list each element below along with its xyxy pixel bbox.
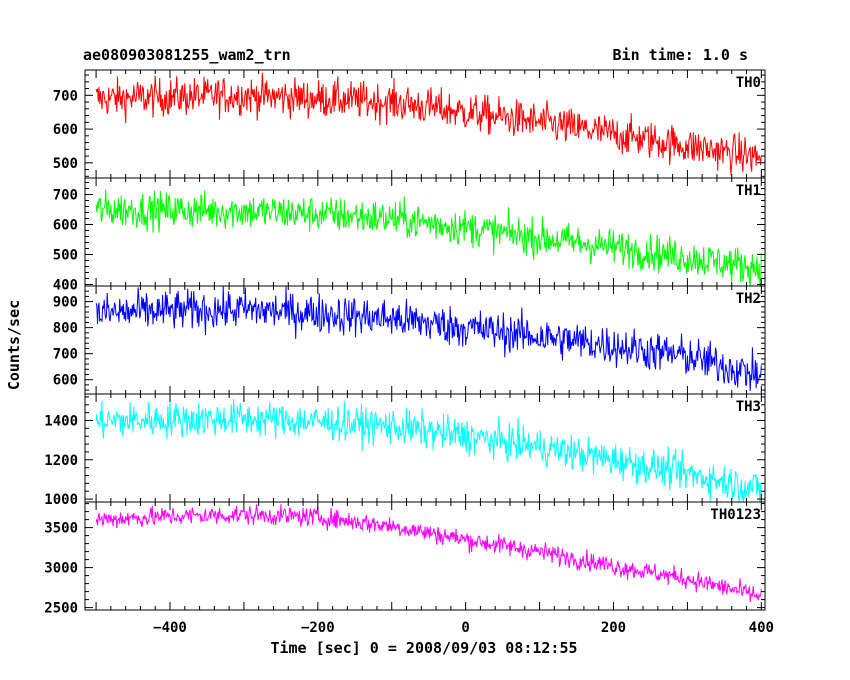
y-tick-label: 900	[53, 295, 78, 311]
y-tick-label: 500	[53, 248, 78, 264]
panels-group: 500 600 700 TH0 400 500 600 700 TH1 600 700 800 900 T…	[44, 69, 766, 617]
y-tick-label: 1000	[44, 492, 78, 508]
x-axis-label: Time [sec] 0 = 2008/09/03 08:12:55	[270, 639, 577, 657]
bin-time-label: Bin time: 1.0 s	[613, 46, 748, 64]
y-tick-label: 700	[53, 88, 78, 104]
panel-frame	[84, 69, 766, 179]
panel-frame	[84, 177, 766, 287]
series-th0	[95, 72, 762, 176]
y-tick-label: 3500	[44, 521, 78, 537]
x-axis: −400 −200 0 200 400	[153, 620, 774, 636]
panel-th3: 1000 1200 1400 TH3	[44, 393, 766, 508]
panel-label-th2: TH2	[736, 291, 761, 307]
y-tick-label: 700	[53, 188, 78, 204]
panel-label-th1: TH1	[736, 183, 761, 199]
x-tick-label: 400	[749, 620, 774, 636]
x-tick-label: −200	[301, 620, 335, 636]
y-tick-label: 800	[53, 321, 78, 337]
y-tick-label: 600	[53, 373, 78, 389]
y-tick-label: 3000	[44, 561, 78, 577]
x-tick-label: 0	[461, 620, 469, 636]
y-tick-label: 700	[53, 347, 78, 363]
panel-frame	[84, 393, 766, 503]
y-tick-label: 600	[53, 218, 78, 234]
y-tick-label: 500	[53, 156, 78, 172]
panel-th0123: 2500 3000 3500 TH0123	[44, 501, 766, 617]
chart-title: ae080903081255_wam2_trn	[83, 46, 291, 64]
panel-label-th0: TH0	[736, 75, 761, 91]
panel-frame	[84, 501, 766, 611]
y-tick-label: 1400	[44, 414, 78, 430]
series-th2	[95, 285, 762, 391]
y-axis-label: Counts/sec	[5, 300, 23, 390]
x-tick-label: −400	[153, 620, 187, 636]
y-tick-label: 1200	[44, 453, 78, 469]
y-tick-label: 600	[53, 122, 78, 138]
series-th1	[95, 189, 762, 287]
y-tick-label: 400	[53, 278, 78, 294]
y-tick-label: 2500	[44, 601, 78, 617]
panel-label-th3: TH3	[736, 399, 761, 415]
panel-label-th0123: TH0123	[710, 507, 761, 523]
series-th3	[95, 398, 762, 503]
x-tick-label: 200	[601, 620, 626, 636]
panel-th1: 400 500 600 700 TH1	[53, 177, 766, 294]
panel-th2: 600 700 800 900 TH2	[53, 285, 766, 395]
series-th0123	[95, 504, 762, 603]
panel-th0: 500 600 700 TH0	[53, 69, 766, 179]
